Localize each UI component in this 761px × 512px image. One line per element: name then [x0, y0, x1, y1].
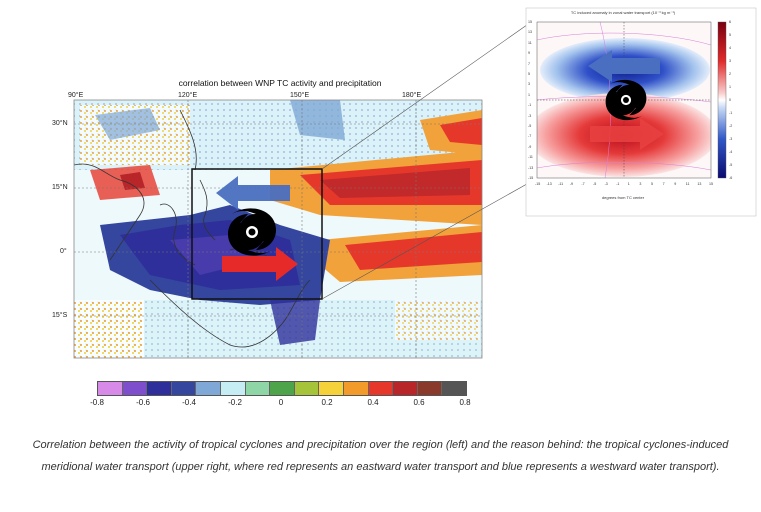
colorbar-swatch — [196, 382, 221, 395]
inset-x-tick: -9 — [569, 182, 573, 186]
inset-title: TC induced anomaly in zonal water transp… — [570, 10, 676, 15]
inset-cbar-tick: -1 — [729, 111, 733, 115]
lon-tick-180e: 180°E — [402, 92, 422, 99]
map-field — [74, 100, 482, 358]
inset-cbar-tick: 5 — [729, 33, 731, 37]
inset-y-tick: -7 — [528, 134, 532, 139]
colorbar-swatch — [270, 382, 295, 395]
inset-x-tick: -3 — [604, 182, 608, 186]
inset-x-tick: 15 — [709, 182, 713, 186]
inset-y-tick: -13 — [528, 165, 534, 170]
inset-y-tick: 9 — [528, 51, 530, 56]
colorbar-swatch — [442, 382, 466, 395]
colorbar-swatch — [220, 382, 246, 395]
main-map — [73, 7, 757, 359]
inset-x-tick: -7 — [581, 182, 585, 186]
inset-cyclone-icon — [605, 79, 647, 121]
lat-tick-15s: 15°S — [52, 312, 68, 319]
inset-y-tick: -1 — [528, 103, 532, 108]
lat-tick-0: 0° — [60, 248, 67, 255]
inset-x-tick: 7 — [662, 182, 665, 186]
colorbar-swatch — [171, 382, 197, 395]
lon-tick-120e: 120°E — [178, 92, 198, 99]
lon-tick-90e: 90°E — [68, 92, 84, 99]
inset-y-tick: 11 — [528, 40, 532, 45]
colorbar-label: 0.8 — [459, 398, 471, 407]
inset-cbar-tick: -5 — [729, 163, 733, 167]
inset-cbar-tick: 0 — [729, 98, 731, 102]
inset-cbar-tick: -3 — [729, 137, 733, 141]
colorbar-swatch — [319, 382, 344, 395]
inset-cbar-tick: 3 — [729, 59, 731, 63]
colorbar-swatch — [98, 382, 123, 395]
colorbar-label: -0.2 — [228, 398, 242, 407]
colorbar-swatch — [122, 382, 148, 395]
inset-x-tick: 5 — [651, 182, 653, 186]
inset-y-tick: -11 — [528, 155, 533, 160]
colorbar-label: 0.4 — [367, 398, 379, 407]
colorbar-swatch — [147, 382, 172, 395]
inset-y-tick: 3 — [528, 82, 530, 87]
inset-y-tick: 15 — [528, 20, 532, 24]
connector-line-top — [321, 19, 535, 170]
colorbar-swatch — [343, 382, 369, 395]
inset-cbar-tick: 2 — [729, 72, 731, 76]
inset-x-tick: -5 — [593, 182, 597, 186]
inset-y-tick: -5 — [528, 124, 532, 128]
inset-y-tick: 1 — [528, 92, 530, 97]
inset-xlabel: degrees from TC center — [601, 195, 645, 200]
colorbar-label: -0.4 — [182, 398, 196, 407]
lon-tick-150e: 150°E — [290, 92, 310, 99]
lat-tick-15n: 15°N — [52, 184, 68, 191]
inset-x-tick: 1 — [627, 182, 630, 186]
colorbar-label: 0.2 — [321, 398, 333, 407]
colorbar-label: 0 — [278, 398, 284, 407]
colorbar-swatch — [245, 382, 271, 395]
colorbar-swatch — [393, 382, 418, 395]
inset-x-tick: 11 — [685, 182, 690, 186]
inset-y-tick: 5 — [528, 72, 530, 76]
main-map-title: correlation between WNP TC activity and … — [178, 78, 382, 88]
inset-cbar-tick: 4 — [729, 46, 731, 50]
colorbar-label: -0.6 — [136, 398, 150, 407]
inset-cbar-tick: -2 — [729, 124, 733, 128]
inset-field — [537, 22, 711, 178]
colorbar-swatch — [368, 382, 394, 395]
colorbar-labels: -0.8 -0.6 -0.4 -0.2 0 0.2 0.4 0.6 0.8 — [90, 398, 470, 410]
colorbar-swatch — [294, 382, 320, 395]
highlight-box — [191, 168, 323, 300]
inset-eastward-arrow — [590, 118, 664, 150]
inset-y-tick: 13 — [528, 30, 532, 35]
lat-tick-30n: 30°N — [52, 120, 68, 127]
westward-arrow — [216, 176, 290, 210]
inset-cbar-tick: -4 — [729, 150, 733, 154]
colorbar-swatch — [417, 382, 443, 395]
inset-x-tick: -1 — [616, 182, 620, 186]
colorbar — [97, 381, 467, 396]
inset-y-tick: -9 — [528, 144, 532, 149]
inset-x-tick: 3 — [639, 182, 642, 186]
inset-x-tick: -13 — [546, 182, 552, 186]
inset-westward-arrow — [588, 50, 660, 82]
inset-x-tick: 13 — [697, 182, 702, 186]
inset-y-tick: -3 — [528, 113, 532, 118]
inset-cbar-tick: 1 — [729, 85, 731, 89]
inset-x-tick: -15 — [535, 182, 541, 186]
colorbar-label: 0.6 — [413, 398, 425, 407]
cyclone-icon — [228, 208, 276, 256]
inset-cbar-tick: -6 — [729, 176, 733, 180]
inset-colorbar — [717, 21, 727, 179]
inset-x-tick: 9 — [674, 182, 677, 186]
inset-y-tick: -15 — [528, 176, 534, 180]
colorbar-label: -0.8 — [90, 398, 104, 407]
inset-y-tick: 7 — [528, 61, 530, 66]
inset-x-tick: -11 — [558, 182, 564, 186]
connector-line-bottom — [321, 179, 535, 300]
map-frame — [73, 99, 483, 359]
figure-caption: Correlation between the activity of trop… — [32, 439, 729, 473]
inset-cbar-tick: 6 — [729, 20, 731, 24]
eastward-arrow — [222, 247, 298, 281]
